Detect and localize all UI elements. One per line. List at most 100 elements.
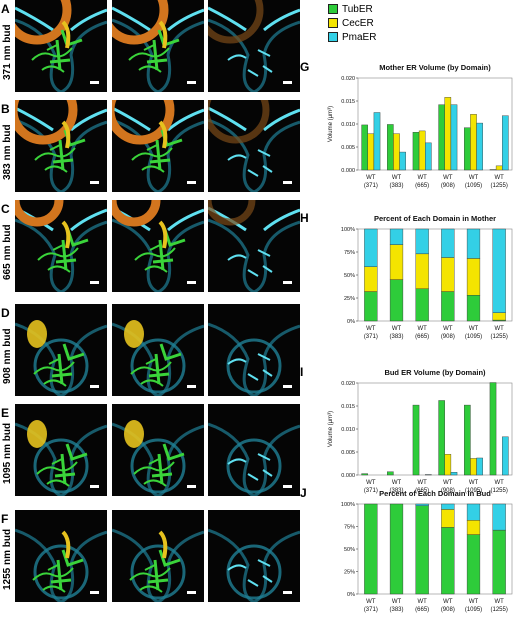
x-tick-label: WT [366, 175, 376, 181]
x-tick-label: (665) [415, 334, 429, 340]
bar-cecer [470, 114, 476, 170]
scale-bar [90, 385, 99, 388]
bar-cecer [441, 509, 454, 527]
row-label: 908 nm bud [2, 328, 13, 384]
y-tick-label: 75% [344, 250, 355, 256]
bar-cecer [441, 258, 454, 292]
y-tick-label: 100% [341, 227, 355, 233]
y-tick-label: 0.015 [341, 99, 355, 105]
scale-bar [90, 81, 99, 84]
panel-letter: B [1, 102, 10, 116]
y-tick-label: 0.020 [341, 381, 355, 387]
row-label: 665 nm bud [2, 224, 13, 280]
x-tick-label: WT [443, 175, 453, 181]
bar-tuber [387, 472, 393, 475]
y-tick-label: 0.010 [341, 427, 355, 433]
bar-tuber [467, 295, 480, 321]
micrograph-tile [15, 100, 107, 192]
x-tick-label: (1095) [465, 607, 482, 613]
chart-title: Bud ER Volume (by Domain) [384, 368, 486, 377]
bar-pmaer [400, 152, 406, 170]
bar-pmaer [441, 504, 454, 509]
y-tick-label: 0.020 [341, 76, 355, 82]
micrograph-tile [112, 0, 204, 92]
scale-bar [90, 281, 99, 284]
bar-pmaer [477, 123, 483, 170]
x-tick-label: WT [366, 599, 376, 605]
bar-cecer [493, 313, 506, 320]
x-tick-label: WT [495, 326, 505, 332]
micrograph-tile [208, 404, 300, 496]
panel-letter: C [1, 202, 10, 216]
bar-cecer [445, 454, 451, 475]
x-tick-label: WT [418, 326, 428, 332]
legend-item-tuber: TubER [328, 2, 376, 16]
micrograph-tile [15, 404, 107, 496]
x-tick-label: WT [495, 175, 505, 181]
x-tick-label: (908) [441, 334, 455, 340]
x-tick-label: (1255) [490, 607, 507, 613]
x-tick-label: (371) [364, 183, 378, 189]
bar-tuber [464, 128, 470, 170]
x-tick-label: (383) [389, 607, 403, 613]
bar-pmaer [502, 437, 508, 475]
micrograph-tile [112, 200, 204, 292]
scale-bar [187, 81, 196, 84]
panel-letter: H [300, 211, 309, 225]
y-tick-label: 0.005 [341, 450, 355, 456]
scale-bar [283, 181, 292, 184]
x-tick-label: WT [392, 599, 402, 605]
scale-bar [283, 591, 292, 594]
x-tick-label: WT [469, 326, 479, 332]
bar-pmaer [390, 229, 403, 245]
bar-cecer [467, 520, 480, 534]
y-tick-label: 50% [344, 273, 355, 279]
x-tick-label: (1255) [490, 334, 507, 340]
bar-pmaer [467, 504, 480, 520]
x-tick-label: (383) [389, 334, 403, 340]
micrograph-tile [208, 0, 300, 92]
row-label: 371 nm bud [2, 24, 13, 80]
x-tick-label: WT [469, 599, 479, 605]
bar-cecer [467, 258, 480, 295]
x-tick-label: WT [443, 326, 453, 332]
panel-letter: A [1, 2, 10, 16]
bar-pmaer [493, 229, 506, 313]
bar-cecer [419, 131, 425, 170]
x-tick-label: WT [418, 599, 428, 605]
scale-bar [187, 591, 196, 594]
chart-title: Mother ER Volume (by Domain) [379, 63, 491, 72]
bar-pmaer [451, 472, 457, 475]
panel-letter: D [1, 306, 10, 320]
tuber-swatch [328, 4, 338, 14]
x-tick-label: (1255) [490, 183, 507, 189]
legend-item-pmaer: PmaER [328, 30, 376, 44]
x-tick-label: (1095) [465, 334, 482, 340]
panel-letter: E [1, 406, 9, 420]
legend-item-cecer: CecER [328, 16, 376, 30]
micrograph-tile [112, 510, 204, 602]
bar-tuber [413, 132, 419, 170]
bar-tuber [390, 280, 403, 321]
bar-pmaer [467, 229, 480, 258]
bar-tuber [364, 504, 377, 594]
panel-letter: G [300, 60, 309, 74]
bar-pmaer [441, 229, 454, 258]
bar-cecer [470, 458, 476, 475]
x-tick-label: WT [392, 326, 402, 332]
micrograph-tile [208, 304, 300, 396]
x-tick-label: WT [418, 175, 428, 181]
x-tick-label: (383) [389, 183, 403, 189]
micrograph-tile [112, 100, 204, 192]
bar-pmaer [493, 504, 506, 530]
scale-bar [283, 385, 292, 388]
bar-tuber [441, 292, 454, 321]
scale-bar [90, 181, 99, 184]
x-tick-label: (665) [415, 607, 429, 613]
y-axis-label: Volume (μm³) [328, 106, 334, 142]
bar-cecer [416, 254, 429, 289]
panel-letter: J [300, 486, 307, 500]
bar-pmaer [416, 229, 429, 254]
bar-pmaer [477, 458, 483, 475]
